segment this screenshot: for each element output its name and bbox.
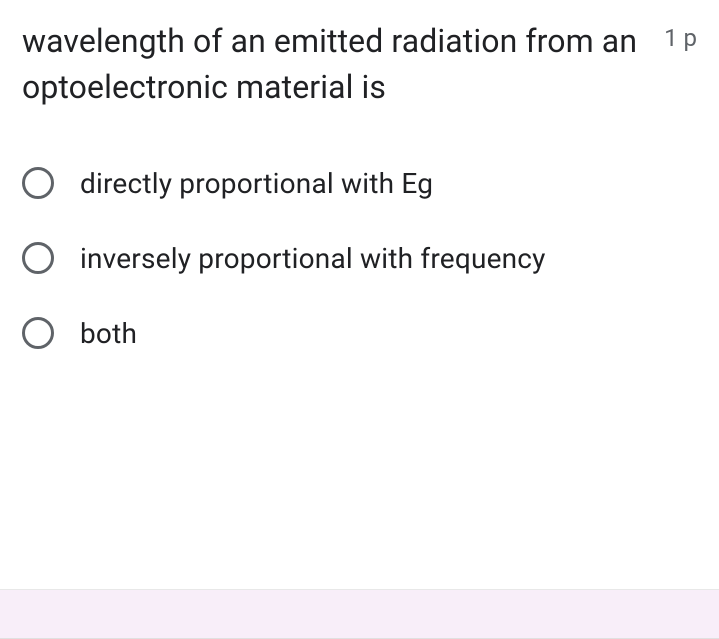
option-1[interactable]: directly proportional with Eg	[22, 167, 697, 200]
option-label: directly proportional with Eg	[80, 167, 433, 200]
question-text: wavelength of an emitted radiation from …	[22, 18, 664, 111]
radio-icon	[22, 167, 54, 199]
options-group: directly proportional with Eg inversely …	[22, 167, 697, 350]
option-label: inversely proportional with frequency	[80, 242, 546, 275]
option-3[interactable]: both	[22, 317, 697, 350]
option-2[interactable]: inversely proportional with frequency	[22, 242, 697, 275]
radio-icon	[22, 317, 54, 349]
option-label: both	[80, 317, 137, 350]
form-question-container: wavelength of an emitted radiation from …	[0, 0, 719, 639]
question-header: wavelength of an emitted radiation from …	[22, 18, 697, 111]
bottom-bar	[0, 589, 719, 639]
radio-icon	[22, 242, 54, 274]
question-points: 1 p	[664, 24, 697, 52]
